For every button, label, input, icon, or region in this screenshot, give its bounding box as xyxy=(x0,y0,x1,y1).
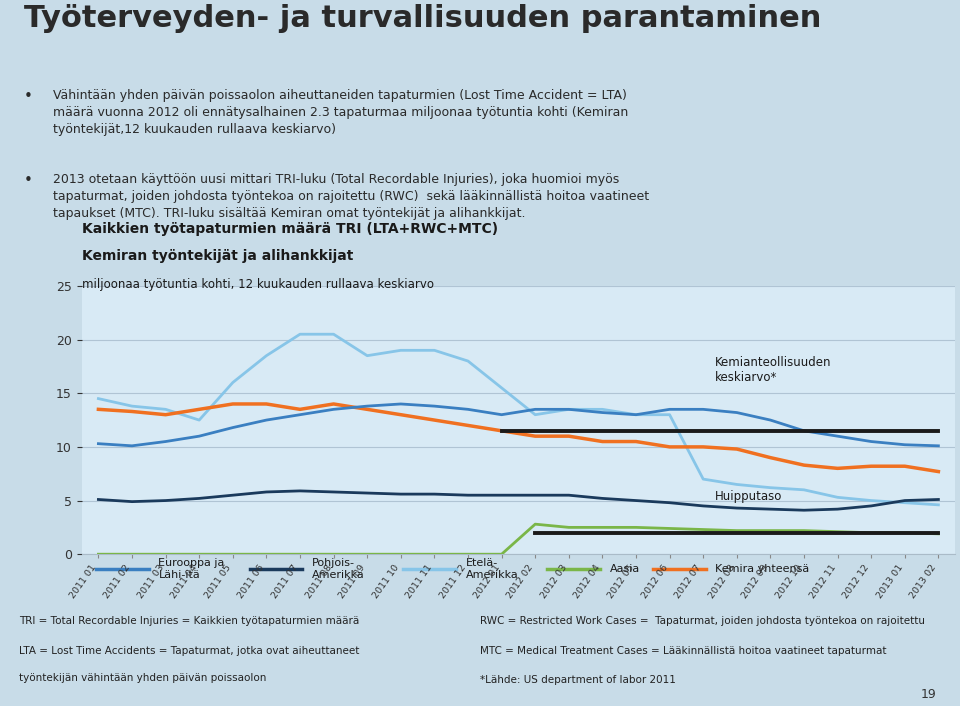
Text: MTC = Medical Treatment Cases = Lääkinnällistä hoitoa vaatineet tapaturmat: MTC = Medical Treatment Cases = Lääkinnä… xyxy=(480,646,886,656)
Text: •: • xyxy=(24,89,33,104)
Text: työntekijän vähintään yhden päivän poissaolon: työntekijän vähintään yhden päivän poiss… xyxy=(19,674,267,683)
Text: LTA = Lost Time Accidents = Tapaturmat, jotka ovat aiheuttaneet: LTA = Lost Time Accidents = Tapaturmat, … xyxy=(19,646,360,656)
Text: Kemiran työntekijät ja alihankkijat: Kemiran työntekijät ja alihankkijat xyxy=(82,249,353,263)
Text: Työterveyden- ja turvallisuuden parantaminen: Työterveyden- ja turvallisuuden parantam… xyxy=(24,4,822,33)
Text: *Lähde: US department of labor 2011: *Lähde: US department of labor 2011 xyxy=(480,676,676,686)
Text: 2013 otetaan käyttöön uusi mittari TRI-luku (Total Recordable Injuries), joka hu: 2013 otetaan käyttöön uusi mittari TRI-l… xyxy=(53,174,649,220)
Text: 19: 19 xyxy=(921,688,936,700)
Text: Etelä-
Amerikka: Etelä- Amerikka xyxy=(466,558,518,580)
Text: TRI = Total Recordable Injuries = Kaikkien työtapaturmien määrä: TRI = Total Recordable Injuries = Kaikki… xyxy=(19,616,359,626)
Text: Vähintään yhden päivän poissaolon aiheuttaneiden tapaturmien (Lost Time Accident: Vähintään yhden päivän poissaolon aiheut… xyxy=(53,89,628,136)
Text: Kemira yhteensä: Kemira yhteensä xyxy=(715,564,809,574)
Text: RWC = Restricted Work Cases =  Tapaturmat, joiden johdosta työntekoa on rajoitet: RWC = Restricted Work Cases = Tapaturmat… xyxy=(480,616,925,626)
Text: •: • xyxy=(24,174,33,189)
Text: Aasia: Aasia xyxy=(610,564,640,574)
Text: Kemianteollisuuden
keskiarvo*: Kemianteollisuuden keskiarvo* xyxy=(715,356,831,383)
Text: Pohjois-
Amerikka: Pohjois- Amerikka xyxy=(312,558,365,580)
Text: Eurooppa ja
Lähi-itä: Eurooppa ja Lähi-itä xyxy=(158,558,225,580)
Text: Huipputaso: Huipputaso xyxy=(715,490,782,503)
Text: Kaikkien työtapaturmien määrä TRI (LTA+RWC+MTC): Kaikkien työtapaturmien määrä TRI (LTA+R… xyxy=(82,222,497,237)
Text: miljoonaa työtuntia kohti, 12 kuukauden rullaava keskiarvo: miljoonaa työtuntia kohti, 12 kuukauden … xyxy=(82,278,434,292)
